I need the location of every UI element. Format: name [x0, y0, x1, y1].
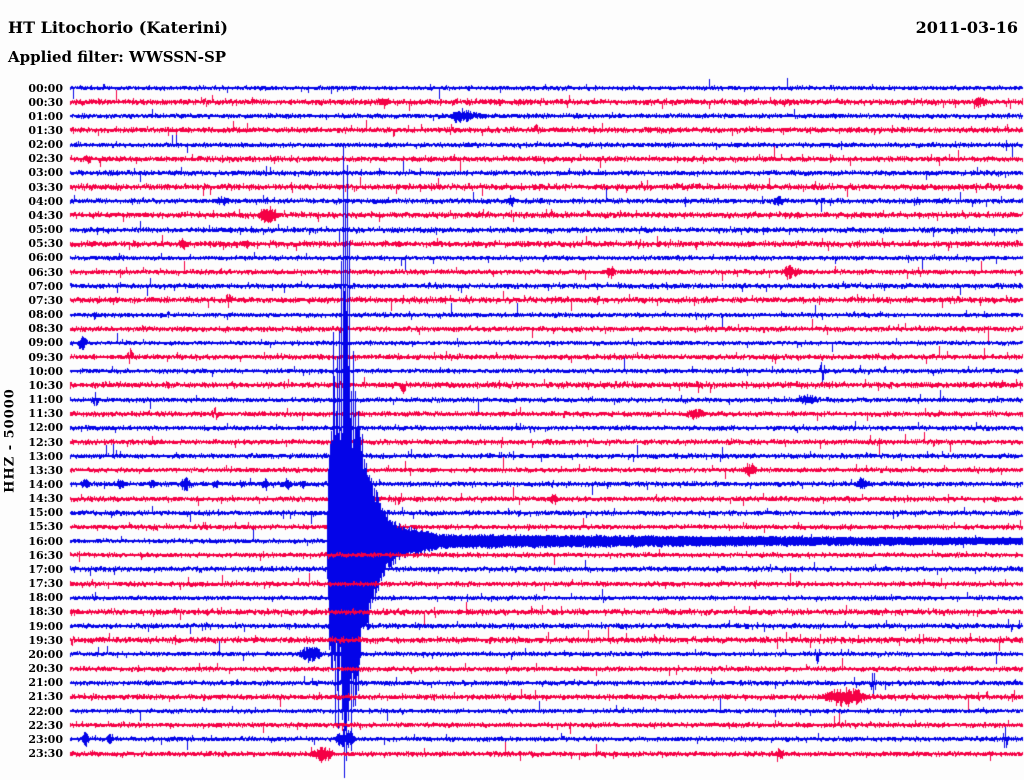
time-label: 08:30	[28, 322, 63, 336]
time-label: 13:00	[28, 449, 63, 463]
time-label: 14:30	[28, 492, 63, 506]
time-label: 01:00	[28, 109, 63, 123]
time-label: 02:30	[28, 152, 63, 166]
time-label: 19:30	[28, 633, 63, 647]
time-label: 22:00	[28, 704, 63, 718]
time-label: 09:00	[28, 336, 63, 350]
station-title: HT Litochorio (Katerini)	[8, 18, 228, 37]
time-label: 06:00	[28, 251, 63, 265]
time-label: 18:00	[28, 591, 63, 605]
time-label: 15:30	[28, 520, 63, 534]
time-label: 22:30	[28, 718, 63, 732]
time-label: 18:30	[28, 605, 63, 619]
time-label: 16:30	[28, 548, 63, 562]
time-label: 11:30	[28, 407, 63, 421]
time-label: 13:30	[28, 463, 63, 477]
time-label: 17:30	[28, 577, 63, 591]
time-label: 17:00	[28, 562, 63, 576]
time-label: 20:00	[28, 647, 63, 661]
time-label: 11:00	[28, 393, 63, 407]
time-label: 04:00	[28, 194, 63, 208]
time-label: 05:00	[28, 223, 63, 237]
time-label: 10:00	[28, 364, 63, 378]
time-label: 04:30	[28, 208, 63, 222]
time-label: 19:00	[28, 619, 63, 633]
report-date: 2011-03-16	[915, 18, 1018, 37]
time-label: 09:30	[28, 350, 63, 364]
time-label: 00:00	[28, 81, 63, 95]
time-label: 03:30	[28, 180, 63, 194]
time-label: 06:30	[28, 265, 63, 279]
time-label: 03:00	[28, 166, 63, 180]
time-label: 12:00	[28, 421, 63, 435]
time-label: 15:00	[28, 506, 63, 520]
time-label: 16:00	[28, 534, 63, 548]
time-label: 10:30	[28, 378, 63, 392]
time-label: 07:00	[28, 279, 63, 293]
time-label: 08:00	[28, 308, 63, 322]
filter-label: Applied filter: WWSSN-SP	[8, 48, 227, 66]
time-label: 01:30	[28, 123, 63, 137]
time-label: 14:00	[28, 477, 63, 491]
time-label: 20:30	[28, 662, 63, 676]
time-label: 07:30	[28, 293, 63, 307]
time-label: 23:00	[28, 732, 63, 746]
time-label: 12:30	[28, 435, 63, 449]
time-label: 05:30	[28, 237, 63, 251]
time-label: 00:30	[28, 95, 63, 109]
time-label: 21:00	[28, 676, 63, 690]
time-label: 02:00	[28, 138, 63, 152]
time-label: 23:30	[28, 747, 63, 761]
time-label: 21:30	[28, 690, 63, 704]
